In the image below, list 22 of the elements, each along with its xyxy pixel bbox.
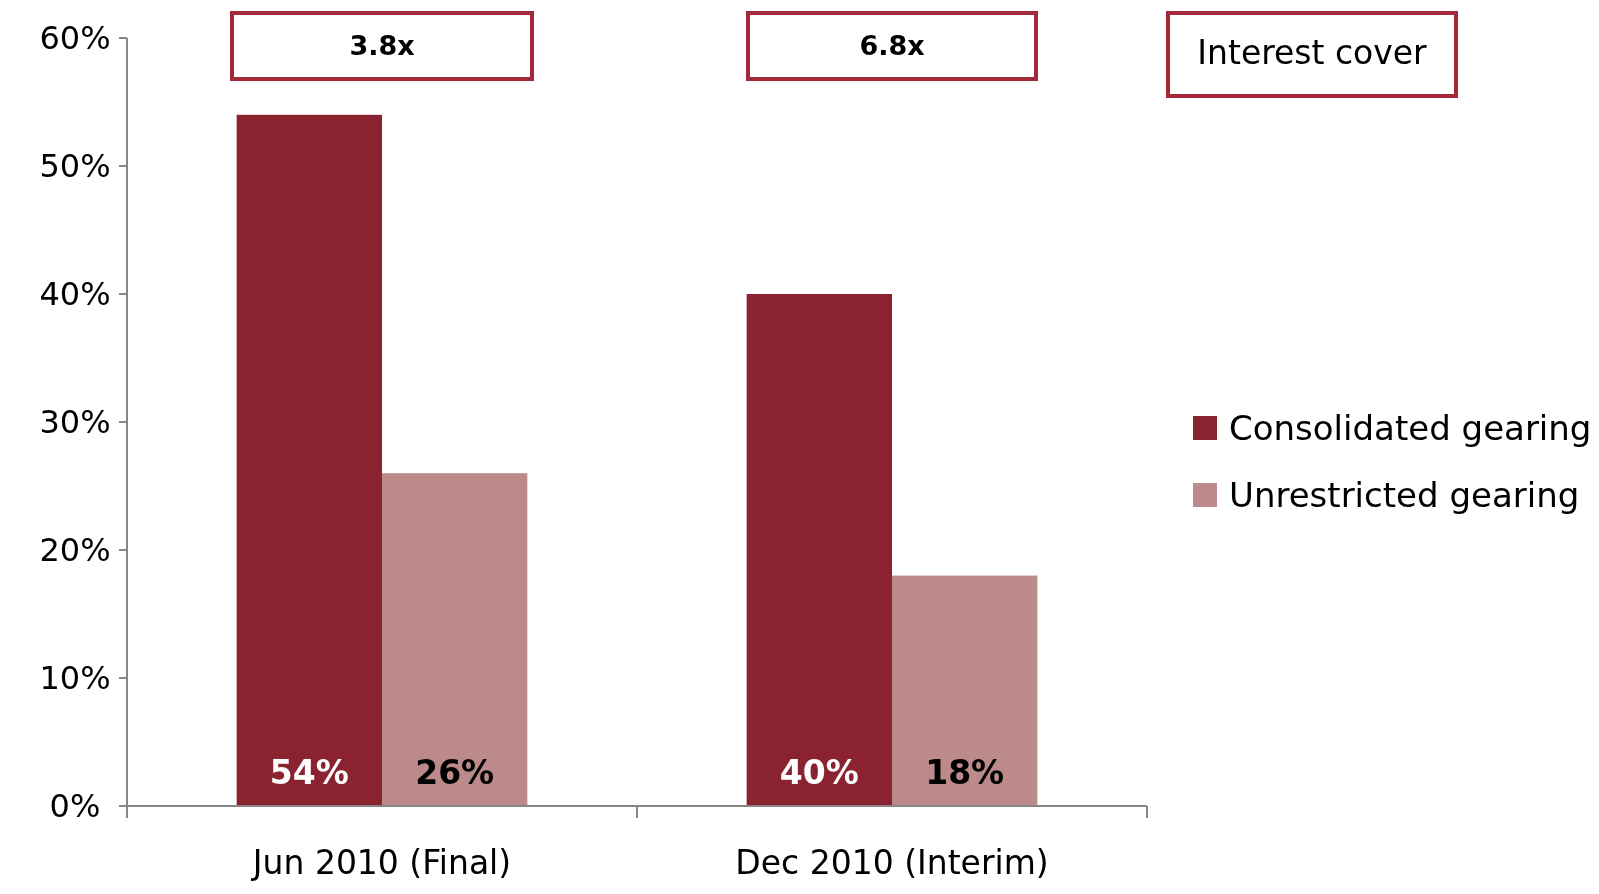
data-label: 54% [269, 753, 349, 792]
y-tick-label: 50% [39, 147, 111, 186]
bar [236, 114, 382, 806]
x-tick-label: Jun 2010 (Final) [250, 843, 512, 882]
y-tick-label: 10% [39, 659, 111, 698]
data-label: 18% [925, 753, 1005, 792]
y-tick-label: 30% [39, 403, 111, 442]
y-tick-label: 60% [39, 19, 111, 58]
text: Interest cover [1197, 32, 1428, 72]
y-tick-label: 40% [39, 275, 111, 314]
legend-label: Consolidated gearing [1229, 407, 1592, 448]
data-label: 40% [779, 753, 859, 792]
annotation: 6.8x [859, 30, 925, 62]
bar [382, 473, 528, 806]
annotation: 3.8x [349, 30, 415, 62]
legend-label: Unrestricted gearing [1229, 474, 1580, 515]
bar [892, 575, 1038, 806]
x-tick-label: Dec 2010 (Interim) [735, 843, 1049, 882]
y-tick-label: 20% [39, 531, 111, 570]
bar [746, 294, 892, 806]
y-tick-label: 0% [49, 787, 101, 826]
data-label: 26% [415, 753, 495, 792]
